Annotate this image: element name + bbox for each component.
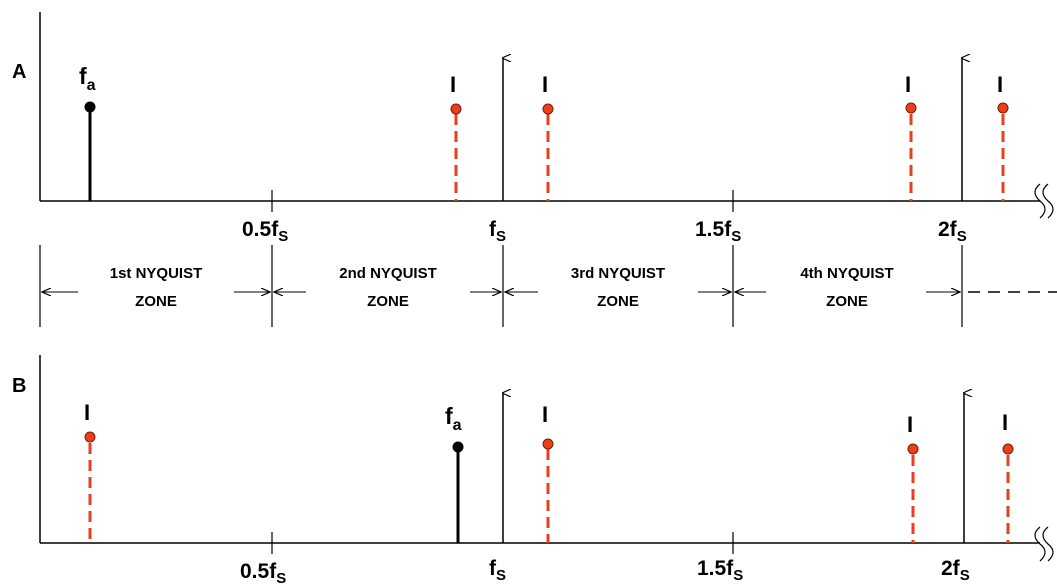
svg-text:3rd NYQUIST: 3rd NYQUIST xyxy=(571,265,665,282)
panel-b-fa-label: fa xyxy=(445,403,462,434)
panel-a-axis-break-icon xyxy=(1034,183,1054,219)
panel-a-image-3-label: I xyxy=(905,72,911,97)
panel-b-tick-label-fs: fS xyxy=(489,557,506,584)
panel-a-tick-label-1.5fs: 1.5fS xyxy=(695,218,741,245)
nyquist-zones: 1st NYQUIST ZONE 2nd NYQUIST ZONE 3rd NY… xyxy=(39,245,1057,327)
zone-3-label: 3rd NYQUIST ZONE xyxy=(538,262,698,314)
panel-a-image-2-label: I xyxy=(542,72,548,97)
panel-a-image-4-label: I xyxy=(997,72,1003,97)
panel-b-image-1-label: I xyxy=(84,400,90,425)
panel-a-image-1-label: I xyxy=(450,72,456,97)
panel-b-image-1: I xyxy=(84,400,96,543)
svg-text:2nd NYQUIST: 2nd NYQUIST xyxy=(339,265,437,282)
svg-text:ZONE: ZONE xyxy=(597,293,639,310)
panel-b-image-2-label: I xyxy=(542,402,548,427)
svg-text:4th NYQUIST: 4th NYQUIST xyxy=(800,265,893,282)
panel-a-label: A xyxy=(12,61,26,83)
panel-a-fa-label: fa xyxy=(79,63,96,94)
zone-2-label: 2nd NYQUIST ZONE xyxy=(306,262,470,314)
panel-a-fa-dot xyxy=(84,101,96,113)
panel-b-axis-break-icon xyxy=(1034,526,1054,562)
svg-text:ZONE: ZONE xyxy=(135,293,177,310)
panel-b-image-3: I xyxy=(907,412,919,543)
panel-b-image-4-label: I xyxy=(1002,410,1008,435)
panel-a-image-1: I xyxy=(450,72,462,201)
panel-b-label: B xyxy=(12,375,26,397)
panel-b-image-3-label: I xyxy=(907,412,913,437)
panel-a: A fa I I I xyxy=(12,12,1054,245)
panel-b-tick-label-0.5fs: 0.5fS xyxy=(240,560,286,587)
panel-a-tick-label-2fs: 2fS xyxy=(938,218,967,245)
panel-a-image-4: I xyxy=(997,72,1009,201)
zone-1-label: 1st NYQUIST ZONE xyxy=(78,262,234,314)
panel-b-fa-dot xyxy=(452,441,464,453)
panel-b: B I fa I I I 0.5fS xyxy=(12,355,1054,587)
panel-a-tick-label-0.5fs: 0.5fS xyxy=(242,218,288,245)
panel-a-tick-label-fs: fS xyxy=(489,218,506,245)
panel-b-tick-label-2fs: 2fS xyxy=(941,557,970,584)
svg-text:ZONE: ZONE xyxy=(367,293,409,310)
zone-4-label: 4th NYQUIST ZONE xyxy=(766,262,926,314)
svg-text:1st NYQUIST: 1st NYQUIST xyxy=(110,265,203,282)
panel-a-image-2: I xyxy=(542,72,554,201)
panel-b-image-2: I xyxy=(542,402,554,543)
panel-b-tick-label-1.5fs: 1.5fS xyxy=(697,557,743,584)
svg-text:ZONE: ZONE xyxy=(826,293,868,310)
panel-a-image-3: I xyxy=(905,72,917,201)
panel-b-image-4: I xyxy=(1002,410,1014,543)
